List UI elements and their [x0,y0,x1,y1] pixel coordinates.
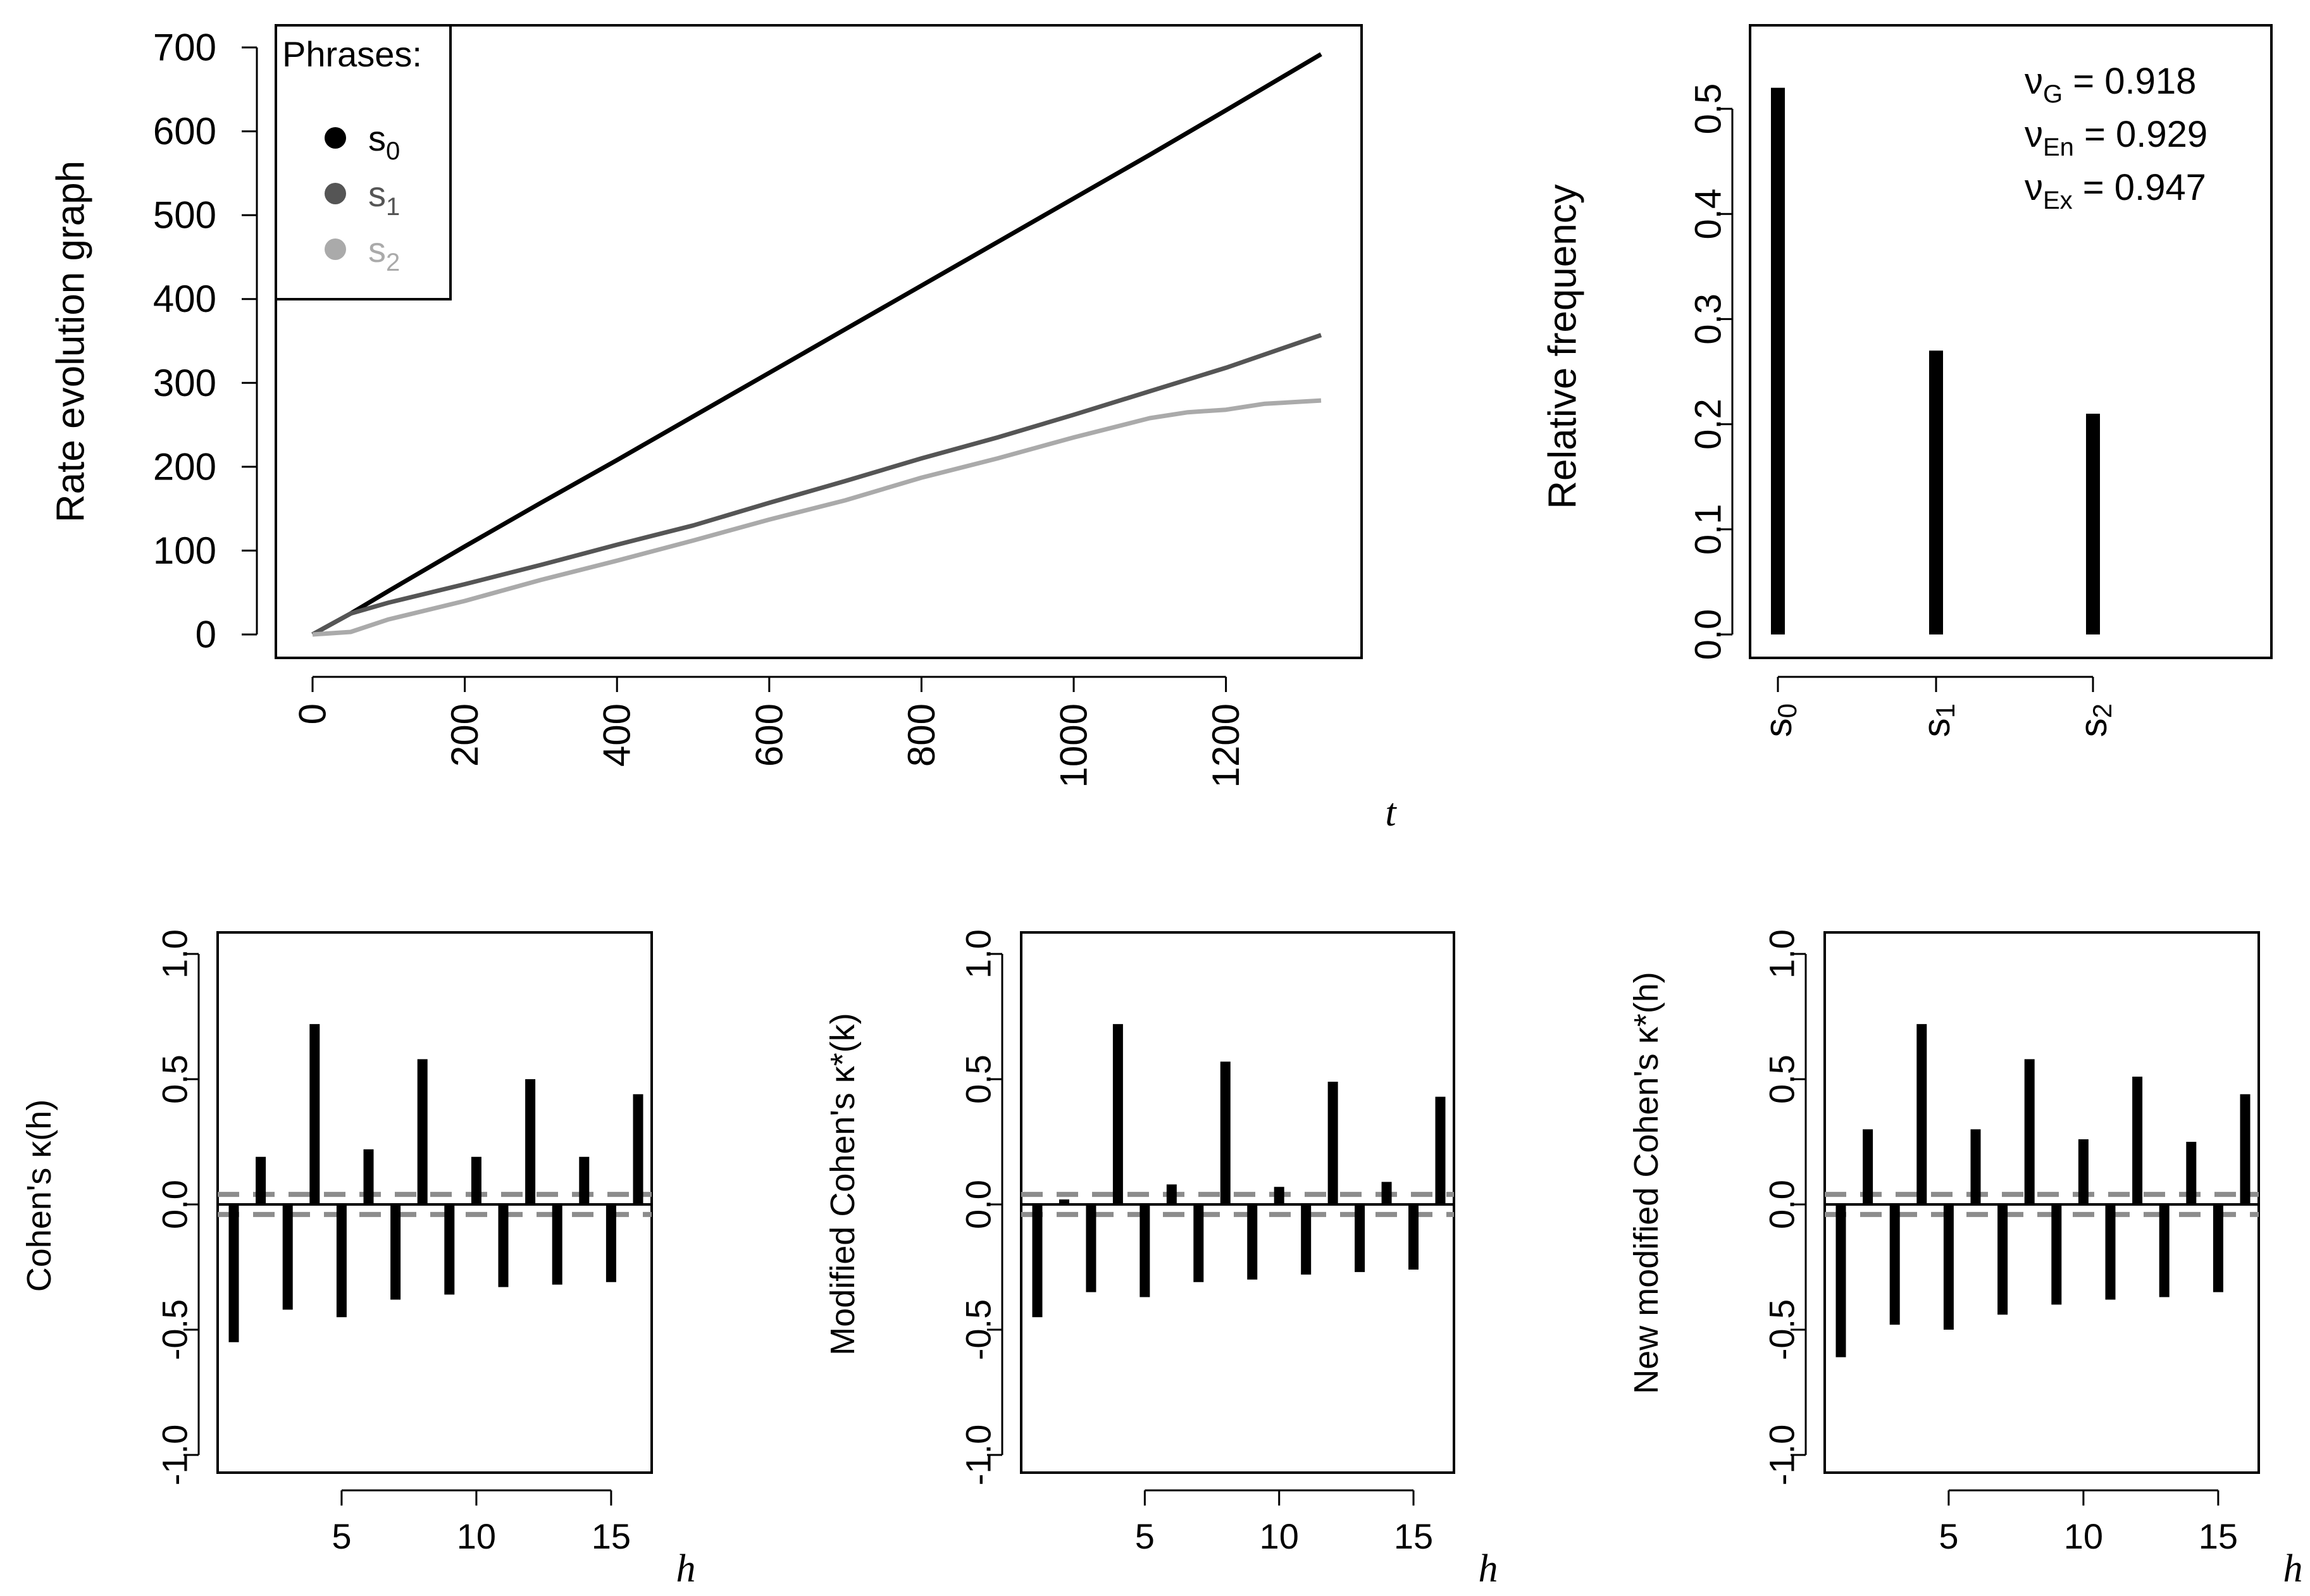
modified-kappa-x-tick-label: 10 [1260,1516,1299,1556]
rate-legend-box [275,24,452,300]
frequency-plot-frame [1749,24,2273,659]
frequency-y-tick-label: 0.4 [1688,189,1729,240]
new-modified-kappa-y-tick-label: 0.5 [1762,1055,1802,1104]
rate-legend-title: Phrases: [282,34,422,74]
new-modified-kappa-x-axis-label: h [2283,1547,2303,1590]
rate-x-tick-label: 200 [444,703,486,767]
rate-y-tick-label: 200 [153,445,216,488]
rate-y-tick-label: 700 [153,27,216,69]
frequency-annotation: νEn = 0.929 [2025,114,2208,161]
rate-series-line-s0 [311,52,1322,637]
relative-frequency-chart: 0.0 0.1 0.2 0.3 0.4 0.5 Relative frequency s0 s1… [1541,24,2273,737]
frequency-y-tick-label: 0.1 [1688,504,1729,555]
frequency-annotation: νEx = 0.947 [2025,167,2206,214]
frequency-y-tick-label: 0.0 [1688,609,1729,660]
rate-y-tick-label: 0 [196,614,216,656]
kappa-y-axis-label: Cohen's κ(h) [20,1099,58,1292]
new-modified-kappa-y-tick-label: 0.0 [1762,1180,1802,1229]
rate-plot-frame [275,24,1363,659]
rate-x-tick-label: 400 [596,703,638,767]
rate-x-tick-label: 0 [292,703,334,724]
frequency-y-axis-label: Relative frequency [1541,184,1585,509]
kappa-x-tick-label: 10 [457,1516,496,1556]
rate-x-tick-label: 1000 [1053,703,1095,788]
rate-x-tick-label: 800 [900,703,943,767]
rate-legend-label: s2 [368,230,400,276]
new-modified-kappa-y-tick-label: -1.0 [1762,1425,1802,1486]
frequency-x-tick-label: s2 [2072,703,2117,737]
rate-series-line-s1 [311,333,1322,637]
rate-y-tick-label: 400 [153,278,216,320]
new-modified-kappa-x-tick-label: 5 [1939,1516,1958,1556]
cohens-kappa-chart: -1.0 -0.5 0.0 0.5 1.0 5 10 15 h Cohen's κ(h) [20,929,696,1590]
new-modified-kappa-y-axis-label: New modified Cohen's κ*(h) [1627,972,1665,1394]
new-modified-kappa-x-tick-label: 10 [2064,1516,2103,1556]
modified-kappa-y-tick-label: -1.0 [959,1425,998,1486]
kappa-y-tick-label: -0.5 [155,1299,195,1361]
frequency-y-tick-label: 0.5 [1688,84,1729,135]
new-modified-cohens-kappa-chart: -1.0 -0.5 0.0 0.5 1.0 5 10 15 h New modified Cohe… [1627,929,2303,1590]
rate-x-axis-label: t [1385,791,1397,834]
modified-cohens-kappa-chart: -1.0 -0.5 0.0 0.5 1.0 5 10 15 h Modified Cohen's … [824,929,1498,1590]
rate-legend-label: s1 [368,174,400,221]
frequency-y-tick-label: 0.3 [1688,294,1729,345]
kappa-x-tick-label: 5 [332,1516,351,1556]
rate-x-tick-label: 600 [748,703,790,767]
kappa-y-tick-label: 0.5 [155,1055,195,1104]
modified-kappa-y-axis-label: Modified Cohen's κ*(k) [824,1013,862,1356]
kappa-x-tick-label: 15 [592,1516,631,1556]
kappa-y-tick-label: 1.0 [155,929,195,979]
frequency-x-tick-label: s0 [1757,703,1802,737]
rate-x-tick-label: 1200 [1205,703,1247,788]
rate-legend-marker [325,238,346,260]
rate-evolution-chart: 0 100 200 300 400 500 600 700 Rate evolution gra… [49,24,1397,834]
modified-kappa-x-tick-label: 5 [1135,1516,1155,1556]
rate-legend-marker [325,127,346,149]
new-modified-kappa-y-tick-label: 1.0 [1762,929,1802,979]
kappa-plot-frame [216,931,653,1474]
frequency-annotation: νG = 0.918 [2025,61,2196,108]
rate-legend-marker [325,183,346,204]
modified-kappa-y-tick-label: 0.5 [959,1055,998,1104]
kappa-x-axis-label: h [676,1547,696,1590]
modified-kappa-y-tick-label: 0.0 [959,1180,998,1229]
rate-y-tick-label: 100 [153,529,216,572]
modified-kappa-y-tick-label: -0.5 [959,1299,998,1361]
kappa-y-tick-label: -1.0 [155,1425,195,1486]
rate-series-line-s2 [312,398,1322,637]
rate-y-tick-label: 600 [153,110,216,152]
modified-kappa-plot-frame [1020,931,1455,1474]
rate-y-axis-label: Rate evolution graph [49,161,93,523]
modified-kappa-x-axis-label: h [1479,1547,1498,1590]
new-modified-kappa-y-tick-label: -0.5 [1762,1299,1802,1361]
new-modified-kappa-x-tick-label: 15 [2199,1516,2238,1556]
rate-legend-label: s0 [368,118,400,165]
modified-kappa-y-tick-label: 1.0 [959,929,998,979]
rate-y-tick-label: 500 [153,194,216,237]
modified-kappa-x-tick-label: 15 [1394,1516,1433,1556]
frequency-x-tick-label: s1 [1915,703,1960,737]
kappa-y-tick-label: 0.0 [155,1180,195,1229]
new-modified-kappa-plot-frame [1823,931,2260,1474]
frequency-y-tick-label: 0.2 [1688,399,1729,450]
rate-y-tick-label: 300 [153,362,216,404]
